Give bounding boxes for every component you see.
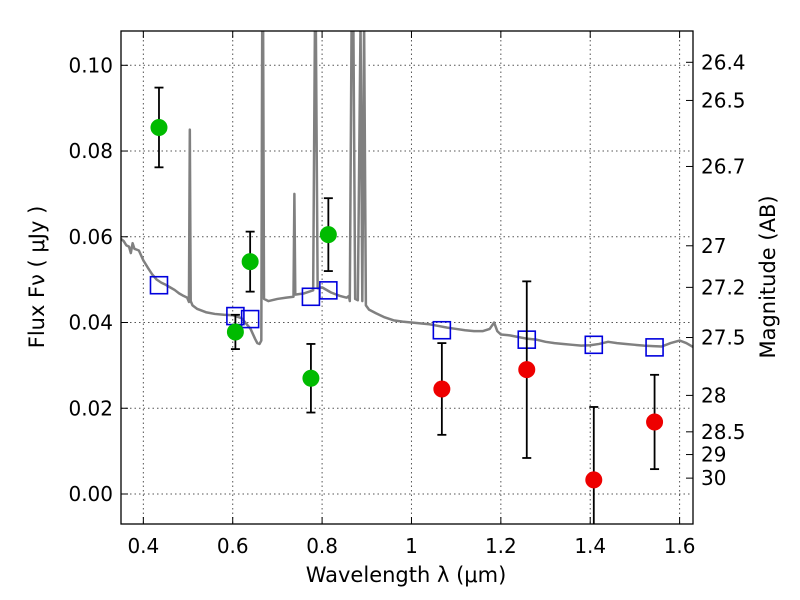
model-photometry-square [149,275,169,295]
y-tick-label: 0.02 [68,396,113,420]
detection-point [226,323,244,341]
right-tick-label: 28.5 [701,420,746,444]
y-tick-label: 0.04 [68,311,113,335]
x-tick-label: 1 [405,534,418,558]
grid-lines [121,31,693,524]
x-tick-label: 1.6 [664,534,696,558]
nondetection-point [646,413,664,431]
y-tick-label: 0.10 [68,53,113,77]
right-tick-label: 30 [701,466,726,490]
model-photometry-square [432,320,452,340]
right-tick-label: 26.4 [701,50,746,74]
right-axis-label: Magnitude (AB) [756,195,780,358]
right-tick-label: 26.5 [701,88,746,112]
y-tick-label: 0.00 [68,482,113,506]
x-tick-label: 1.2 [485,534,517,558]
detection-point [241,253,259,271]
x-tick-label: 0.8 [306,534,338,558]
detection-point [319,226,337,244]
y-tick-label: 0.08 [68,139,113,163]
right-tick-label: 29 [701,443,726,467]
x-tick-label: 0.4 [127,534,159,558]
model-photometry-square [240,309,260,329]
detection-point [150,118,168,136]
right-tick-label: 27.2 [701,275,746,299]
plot-area [121,31,693,524]
model-spectrum-line [121,31,693,349]
right-tick-label: 27 [701,234,726,258]
right-tick-label: 26.7 [701,154,746,178]
x-tick-label: 1.4 [574,534,606,558]
model-photometry-square [319,281,338,300]
nondetection-point [585,471,603,489]
right-tick-label: 28 [701,383,726,407]
plot-frame [120,30,694,525]
x-axis-label: Wavelength λ (μm) [306,563,507,587]
right-tick-label: 27.5 [701,326,746,350]
axis-ticks: 0.4 0.6 0.8 1 1.2 1.4 1.6 0.00 0.02 0.04 0.06 0.08 0… [68,31,746,558]
model-photometry-square [645,338,664,357]
y-axis-label: Flux Fν ( μJy ) [25,206,49,349]
x-tick-label: 0.6 [217,534,249,558]
y-tick-label: 0.06 [68,225,113,249]
nondetection-point [433,380,451,398]
detection-point [302,369,320,387]
model-photometry-square [584,335,604,355]
nondetection-point [518,361,536,379]
